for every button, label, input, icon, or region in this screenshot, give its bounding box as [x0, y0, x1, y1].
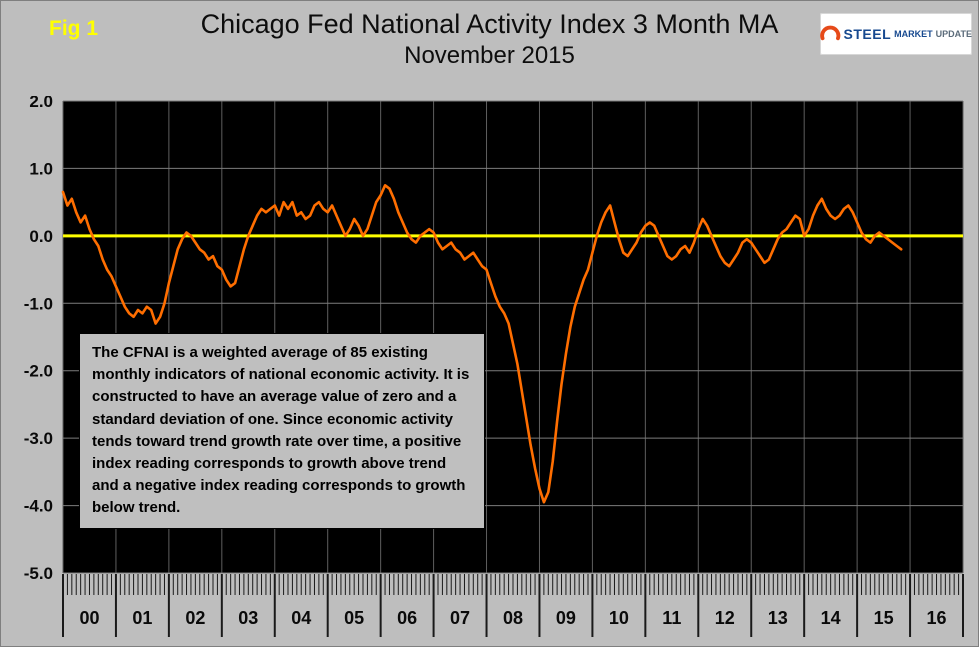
chart-header: Fig 1 Chicago Fed National Activity Inde…: [1, 1, 978, 96]
chart-title-line2: November 2015: [404, 42, 575, 69]
svg-text:04: 04: [291, 608, 311, 628]
svg-text:02: 02: [185, 608, 205, 628]
svg-text:06: 06: [397, 608, 417, 628]
smu-logo: STEEL MARKET UPDATE: [820, 13, 972, 55]
logo-swoosh-icon: [820, 25, 841, 41]
svg-text:1.0: 1.0: [29, 159, 53, 178]
annotation-text: The CFNAI is a weighted average of 85 ex…: [92, 344, 470, 517]
svg-text:-5.0: -5.0: [24, 564, 53, 583]
fig-label: Fig 1: [49, 17, 99, 40]
svg-text:15: 15: [874, 608, 894, 628]
svg-text:11: 11: [662, 608, 681, 628]
svg-text:-4.0: -4.0: [24, 497, 53, 516]
svg-text:-2.0: -2.0: [24, 362, 53, 381]
logo-text-market: MARKET: [894, 29, 933, 39]
svg-text:10: 10: [609, 608, 629, 628]
svg-text:2.0: 2.0: [29, 96, 53, 111]
svg-text:00: 00: [79, 608, 99, 628]
svg-text:05: 05: [344, 608, 364, 628]
chart-area: 2.0 1.0 0.0 -1.0 -2.0 -3.0 -4.0 -5.0 00 01 02 03 04 0…: [1, 96, 978, 646]
chart-title-line1: Chicago Fed National Activity Index 3 Mo…: [200, 9, 779, 39]
svg-text:13: 13: [768, 608, 788, 628]
svg-text:14: 14: [821, 608, 841, 628]
svg-text:0.0: 0.0: [29, 227, 53, 246]
logo-text-update: UPDATE: [935, 29, 972, 39]
svg-text:09: 09: [556, 608, 576, 628]
svg-text:08: 08: [503, 608, 523, 628]
svg-text:01: 01: [132, 608, 152, 628]
svg-text:16: 16: [927, 608, 947, 628]
svg-text:-1.0: -1.0: [24, 294, 53, 313]
svg-text:12: 12: [715, 608, 735, 628]
logo-text-steel: STEEL: [843, 26, 892, 42]
svg-text:07: 07: [450, 608, 470, 628]
annotation-box: The CFNAI is a weighted average of 85 ex…: [79, 333, 485, 529]
svg-text:-3.0: -3.0: [24, 429, 53, 448]
svg-text:03: 03: [238, 608, 258, 628]
chart-title: Chicago Fed National Activity Index 3 Mo…: [1, 1, 978, 70]
